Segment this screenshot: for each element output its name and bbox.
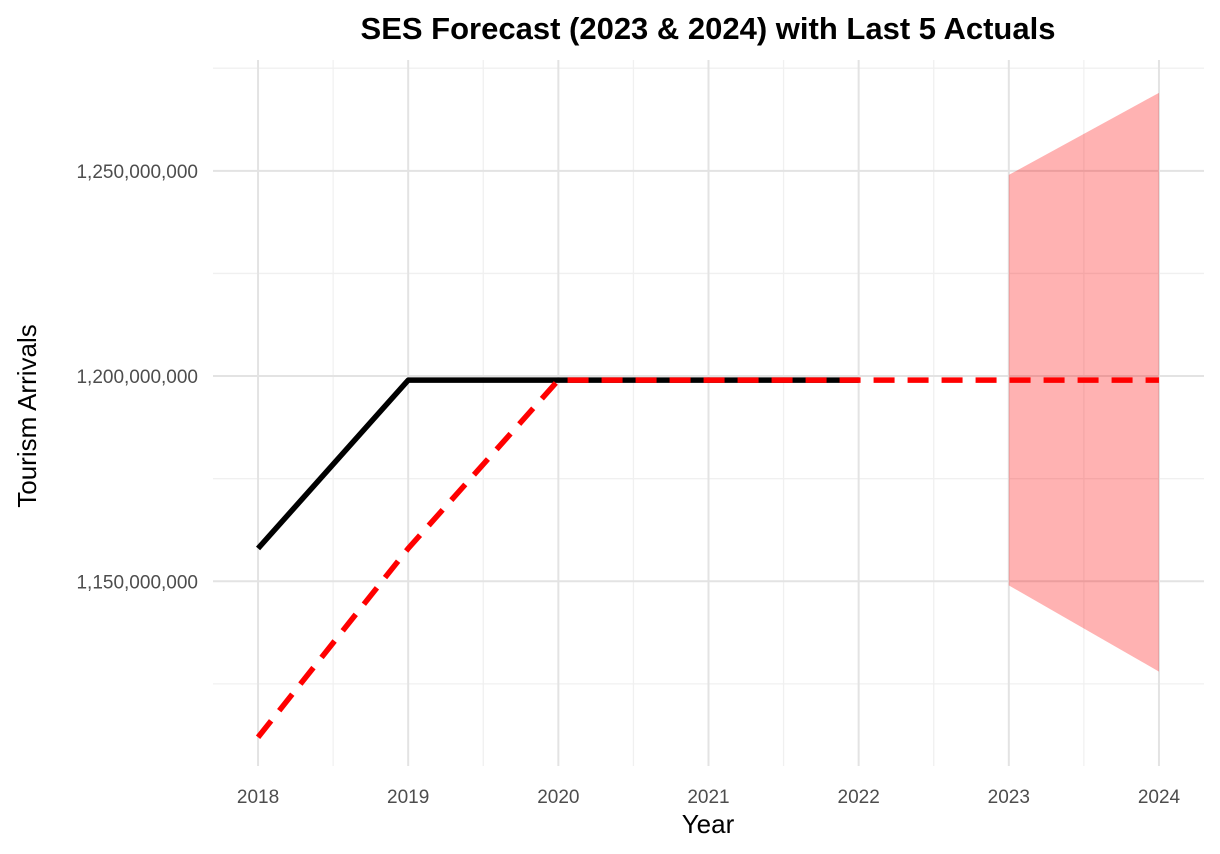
x-tick-label: 2022 (838, 787, 880, 808)
y-tick-label: 1,150,000,000 (76, 572, 198, 593)
y-tick-label: 1,250,000,000 (76, 162, 198, 183)
major-gridlines (213, 60, 1204, 766)
x-tick-label: 2024 (1138, 787, 1181, 808)
x-tick-label: 2019 (387, 787, 429, 808)
forecast-line (255, 377, 1159, 739)
series-layer (255, 377, 1159, 739)
y-axis-title: Tourism Arrivals (12, 324, 42, 507)
chart-title: SES Forecast (2023 & 2024) with Last 5 A… (361, 11, 1056, 46)
x-axis-title: Year (682, 809, 735, 839)
x-tick-label: 2020 (537, 787, 579, 808)
x-tick-label: 2018 (237, 787, 279, 808)
x-tick-labels: 2018 2019 2020 2021 2022 2023 2024 (237, 787, 1181, 808)
y-tick-label: 1,200,000,000 (76, 367, 198, 388)
y-tick-labels: 1,150,000,000 1,200,000,000 1,250,000,000 (76, 162, 198, 593)
x-tick-label: 2021 (687, 787, 729, 808)
x-tick-label: 2023 (988, 787, 1030, 808)
